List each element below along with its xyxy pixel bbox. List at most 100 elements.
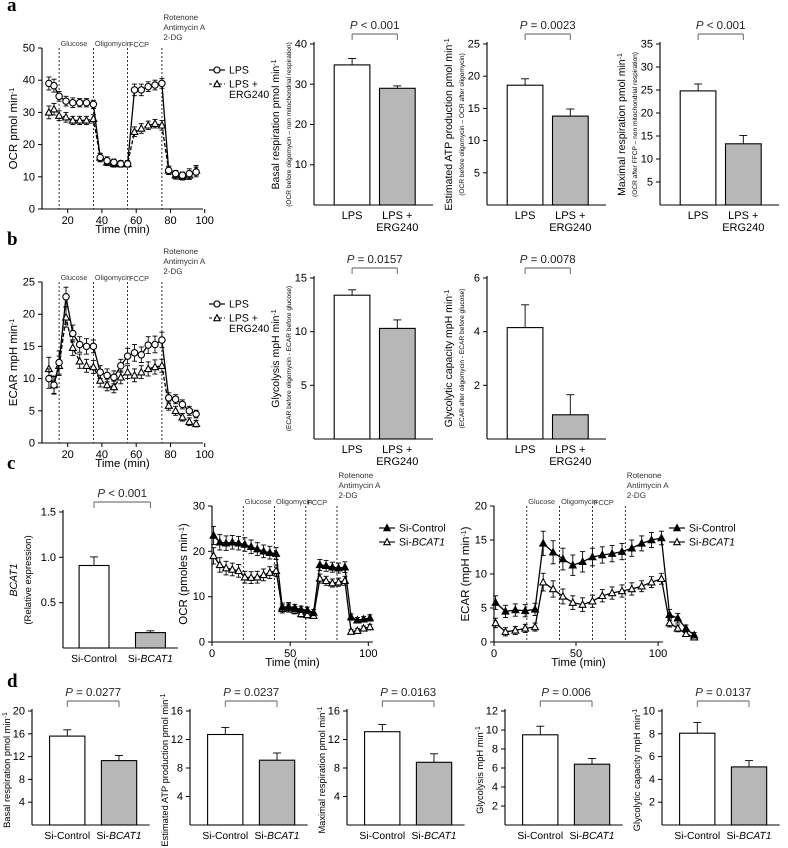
- svg-text:Oligomycin: Oligomycin: [95, 39, 131, 48]
- svg-text:4: 4: [334, 791, 340, 803]
- svg-text:LPS: LPS: [515, 210, 536, 222]
- svg-text:8: 8: [176, 763, 182, 775]
- svg-text:ERG240: ERG240: [722, 222, 764, 234]
- svg-text:(OCR before oligomycin – non m: (OCR before oligomycin – non mitochondri…: [286, 42, 293, 207]
- svg-text:12: 12: [170, 734, 182, 746]
- svg-text:2-DG: 2-DG: [339, 491, 358, 500]
- svg-text:0.5: 0.5: [41, 597, 56, 609]
- svg-text:Glucose: Glucose: [245, 497, 272, 506]
- svg-text:Si-Control: Si-Control: [202, 831, 248, 842]
- svg-text:Si-BCAT1: Si-BCAT1: [399, 537, 445, 549]
- svg-text:Si-BCAT1: Si-BCAT1: [689, 537, 735, 549]
- svg-text:Rotenone: Rotenone: [339, 471, 374, 480]
- svg-text:30: 30: [193, 501, 205, 513]
- svg-text:1.5: 1.5: [41, 507, 56, 519]
- svg-text:Si-BCAT1: Si-BCAT1: [412, 831, 457, 842]
- svg-text:4: 4: [492, 781, 498, 793]
- svg-text:100: 100: [196, 449, 214, 461]
- svg-text:Basal respiration pmol min-1: Basal respiration pmol min-1: [270, 59, 282, 189]
- svg-text:Oligomycin: Oligomycin: [95, 273, 131, 282]
- svg-text:LPS: LPS: [515, 444, 536, 456]
- svg-text:4: 4: [474, 326, 480, 338]
- svg-text:Si-Control: Si-Control: [689, 523, 736, 535]
- svg-text:20: 20: [13, 706, 25, 718]
- svg-text:ERG240: ERG240: [229, 323, 269, 335]
- svg-text:FCCP: FCCP: [307, 498, 327, 507]
- svg-text:(ECAR before oligomycin - ECAR: (ECAR before oligomycin - ECAR before gl…: [286, 286, 293, 432]
- svg-text:LPS +: LPS +: [382, 210, 412, 222]
- svg-text:16: 16: [170, 706, 182, 718]
- svg-text:Rotenone: Rotenone: [163, 13, 198, 22]
- svg-text:20: 20: [62, 449, 74, 461]
- svg-text:10: 10: [295, 159, 307, 171]
- svg-text:Si-BCAT1: Si-BCAT1: [727, 831, 772, 842]
- svg-text:Glycolytic capacity mpH min-1: Glycolytic capacity mpH min-1: [443, 290, 455, 428]
- svg-text:FCCP: FCCP: [129, 40, 149, 49]
- svg-text:Si-BCAT1: Si-BCAT1: [254, 831, 299, 842]
- svg-text:ERG240: ERG240: [376, 222, 418, 234]
- svg-text:Time (min): Time (min): [95, 224, 150, 236]
- svg-text:0: 0: [199, 637, 205, 649]
- svg-text:Glycolysis mpH min-1: Glycolysis mpH min-1: [270, 309, 282, 408]
- svg-text:Glycolytic capacity mpH min-1: Glycolytic capacity mpH min-1: [632, 709, 642, 832]
- svg-text:LPS +: LPS +: [728, 210, 758, 222]
- svg-text:12: 12: [13, 751, 25, 763]
- svg-text:Oligomycin: Oligomycin: [561, 497, 597, 506]
- svg-text:Time (min): Time (min): [265, 657, 320, 669]
- svg-text:4: 4: [649, 774, 655, 786]
- svg-text:(OCR before oligomycin – OCR a: (OCR before oligomycin – OCR after oligo…: [459, 53, 466, 196]
- svg-text:0: 0: [29, 438, 35, 450]
- svg-text:Estimated ATP production pmol: Estimated ATP production pmol min-1: [159, 693, 169, 846]
- svg-text:10: 10: [295, 326, 307, 338]
- svg-text:1.0: 1.0: [41, 552, 56, 564]
- svg-text:20: 20: [641, 108, 653, 120]
- svg-text:Si-BCAT1: Si-BCAT1: [96, 831, 141, 842]
- svg-text:2: 2: [649, 797, 655, 809]
- svg-text:100: 100: [196, 215, 214, 227]
- svg-text:16: 16: [328, 706, 340, 718]
- svg-text:5: 5: [481, 603, 487, 615]
- svg-text:80: 80: [164, 215, 176, 227]
- svg-text:P < 0.001: P < 0.001: [97, 488, 147, 500]
- svg-text:15: 15: [295, 273, 307, 285]
- svg-text:LPS +: LPS +: [382, 444, 412, 456]
- svg-text:ERG240: ERG240: [549, 222, 591, 234]
- svg-text:LPS: LPS: [229, 65, 249, 77]
- svg-text:4: 4: [19, 797, 25, 809]
- svg-text:25: 25: [23, 277, 35, 289]
- svg-text:25: 25: [641, 85, 653, 97]
- svg-text:Si-BCAT1: Si-BCAT1: [569, 831, 614, 842]
- svg-text:OCR pmol min-1: OCR pmol min-1: [8, 88, 20, 170]
- svg-text:P = 0.0237: P = 0.0237: [223, 687, 279, 699]
- svg-text:Antimycin A: Antimycin A: [339, 481, 381, 490]
- svg-text:2-DG: 2-DG: [627, 491, 646, 500]
- svg-text:P = 0.0137: P = 0.0137: [696, 687, 752, 699]
- svg-text:Si-Control: Si-Control: [360, 831, 406, 842]
- svg-text:Glycolysis mpH min-1: Glycolysis mpH min-1: [474, 726, 484, 814]
- svg-text:FCCP: FCCP: [594, 498, 614, 507]
- svg-text:ERG240: ERG240: [229, 89, 269, 101]
- svg-text:0: 0: [209, 648, 215, 660]
- svg-text:8: 8: [19, 774, 25, 786]
- svg-text:LPS: LPS: [688, 210, 709, 222]
- svg-text:80: 80: [164, 449, 176, 461]
- svg-text:10: 10: [193, 591, 205, 603]
- svg-text:15: 15: [641, 131, 653, 143]
- svg-text:20: 20: [23, 139, 35, 151]
- svg-text:Time (min): Time (min): [95, 458, 150, 470]
- svg-text:LPS: LPS: [342, 210, 363, 222]
- svg-text:20: 20: [295, 119, 307, 131]
- svg-text:ERG240: ERG240: [376, 456, 418, 468]
- svg-text:10: 10: [468, 135, 480, 147]
- svg-text:6: 6: [474, 273, 480, 285]
- svg-text:40: 40: [23, 75, 35, 87]
- svg-text:20: 20: [475, 501, 487, 513]
- svg-text:BCAT1: BCAT1: [8, 563, 20, 596]
- svg-text:Si-Control: Si-Control: [517, 831, 563, 842]
- svg-text:Antimycin A: Antimycin A: [163, 23, 205, 32]
- svg-text:Maximal respiration pmol min-1: Maximal respiration pmol min-1: [616, 53, 628, 196]
- svg-text:P < 0.001: P < 0.001: [696, 20, 746, 32]
- svg-text:Glucose: Glucose: [528, 497, 555, 506]
- svg-text:5: 5: [29, 405, 35, 417]
- svg-text:2-DG: 2-DG: [163, 33, 182, 42]
